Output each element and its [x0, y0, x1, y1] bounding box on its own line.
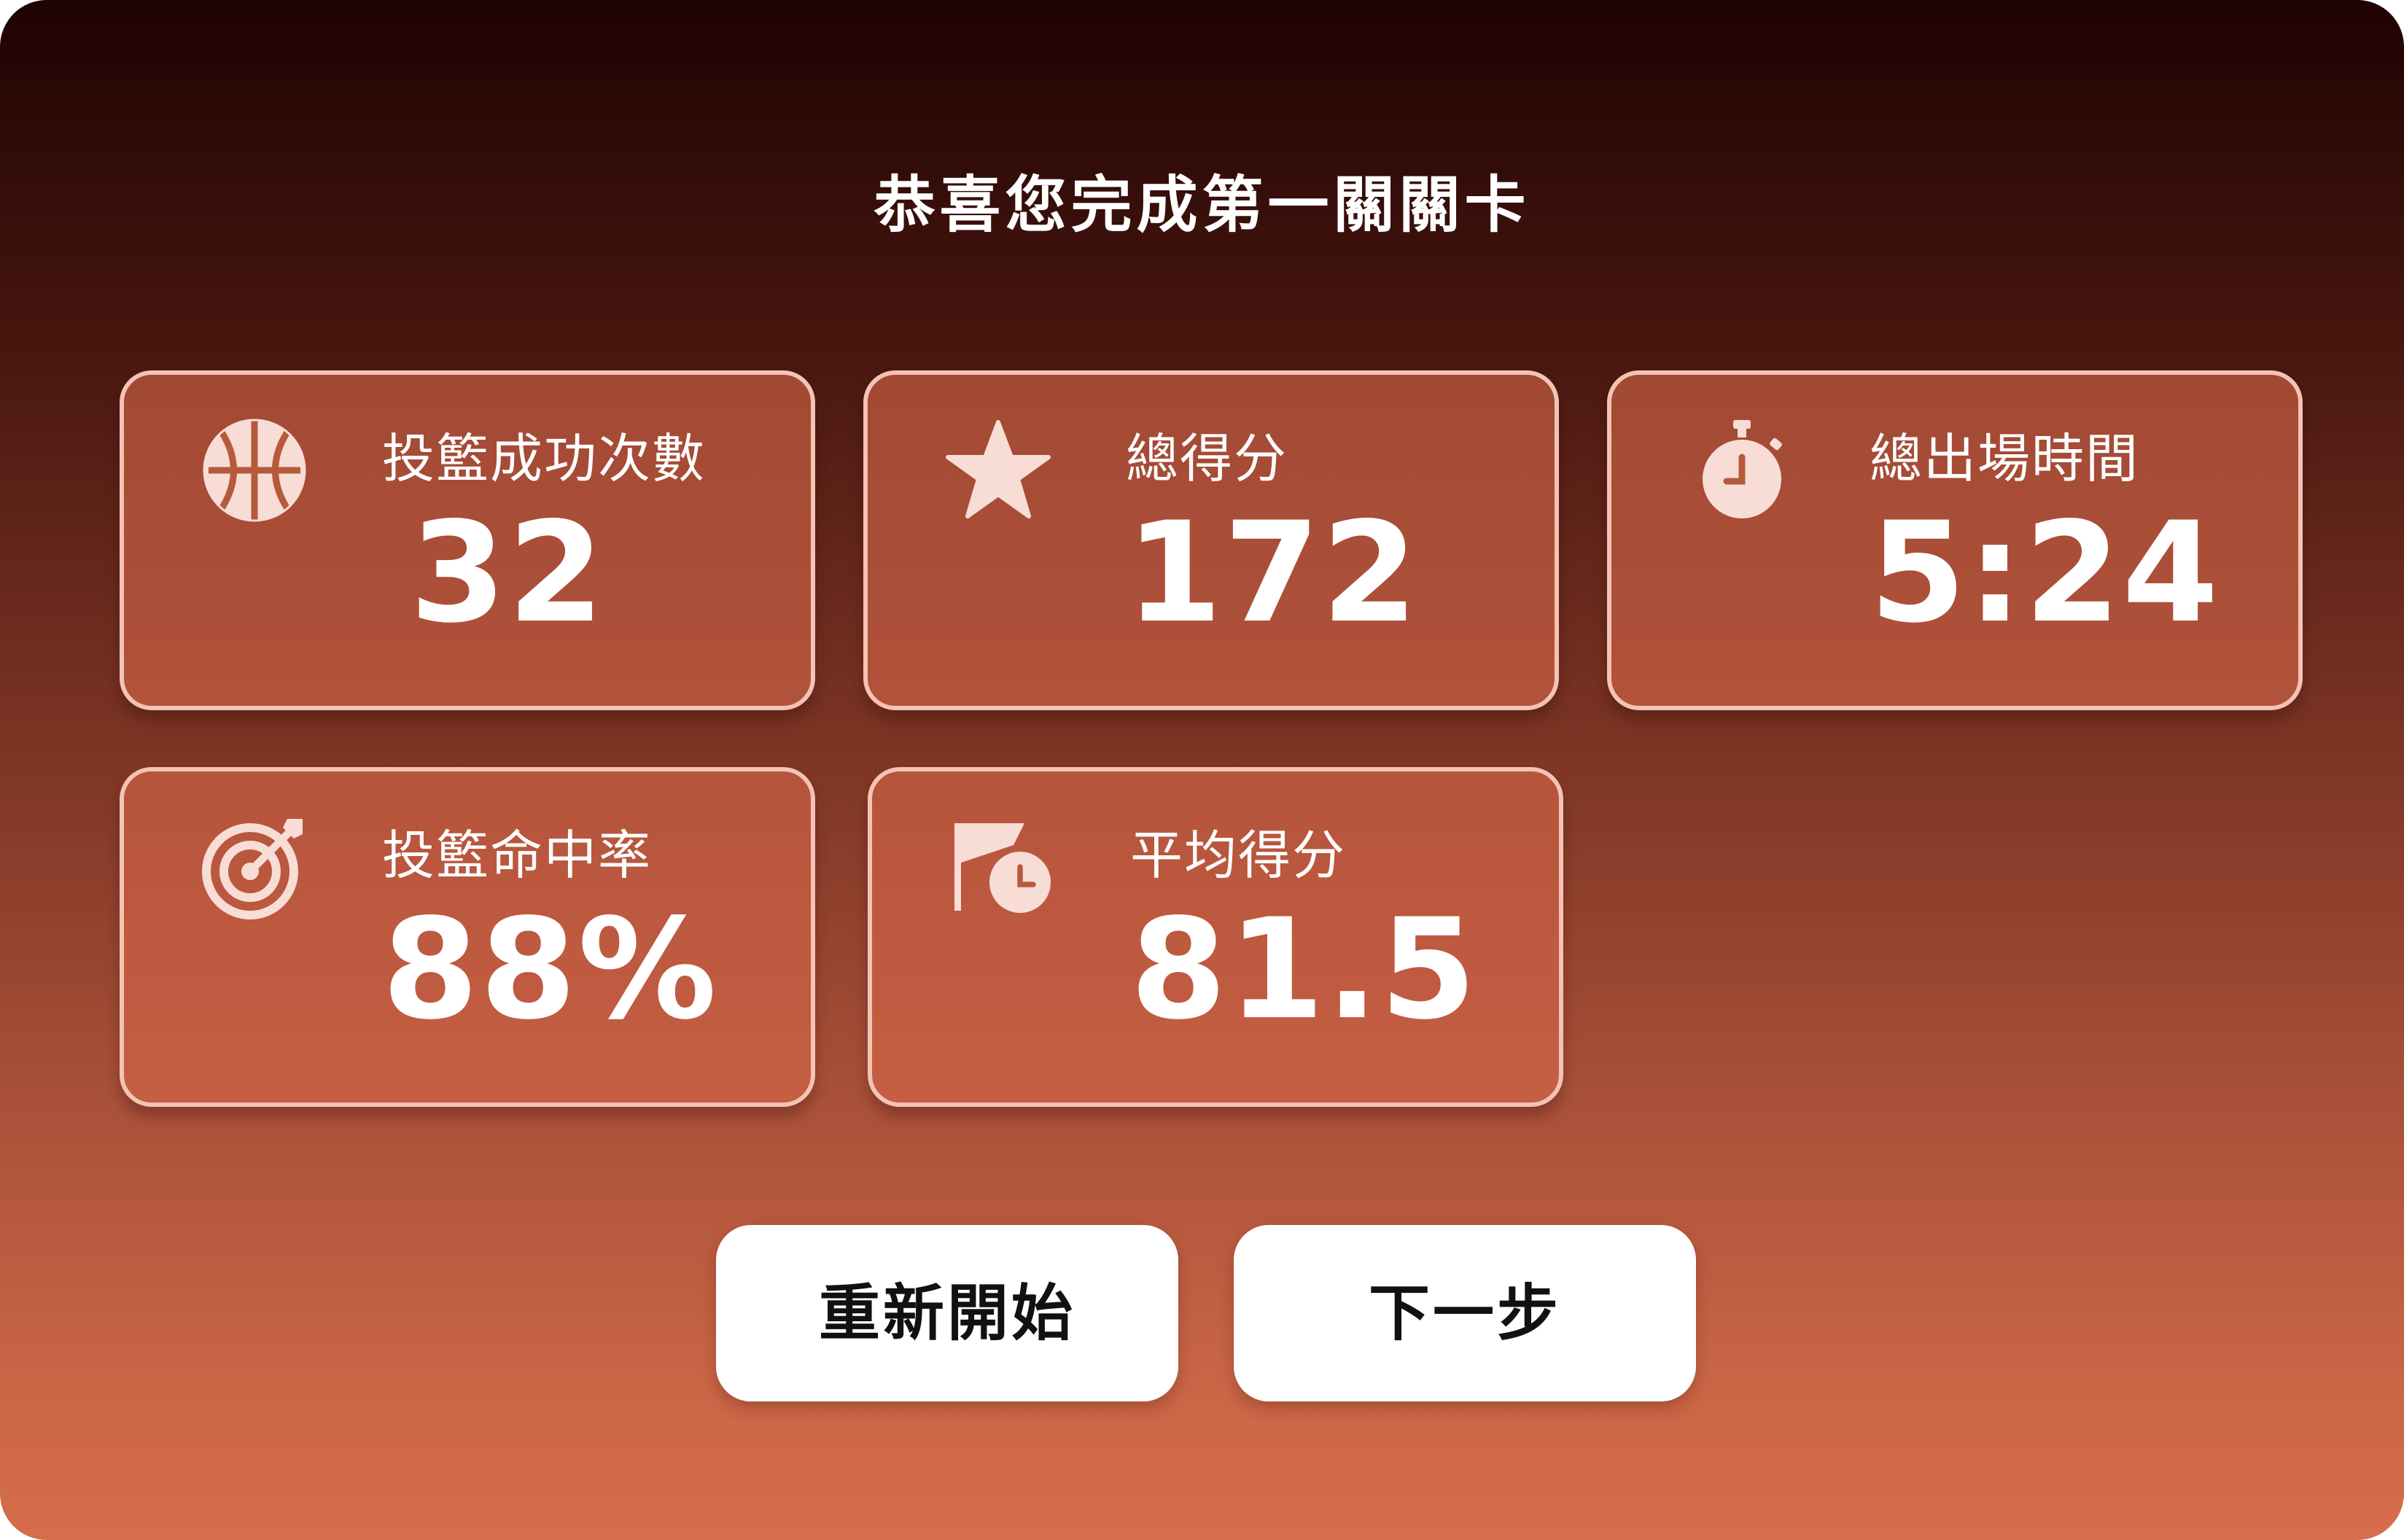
stat-card-total-time: 總出場時間 5:24: [1607, 370, 2303, 710]
stat-card-shots-made: 投籃成功次數 32: [120, 370, 815, 710]
stat-value: 32: [410, 492, 606, 653]
stat-card-total-score: 總得分 172: [863, 370, 1559, 710]
target-icon: [200, 812, 309, 922]
star-icon: [944, 416, 1053, 525]
stat-card-average-score: 平均得分 81.5: [868, 767, 1563, 1107]
stopwatch-icon: [1687, 416, 1797, 525]
stat-value: 88%: [382, 889, 718, 1050]
next-button[interactable]: 下一步: [1234, 1225, 1696, 1401]
stat-label: 總得分: [1126, 428, 1288, 489]
restart-button[interactable]: 重新開始: [716, 1225, 1178, 1401]
stat-value: 172: [1126, 492, 1420, 653]
flag-clock-icon: [948, 812, 1057, 922]
stat-label: 總出場時間: [1870, 428, 2140, 489]
stat-value: 5:24: [1870, 492, 2220, 653]
page-title: 恭喜您完成第一關關卡: [874, 169, 1530, 241]
basketball-icon: [200, 416, 309, 525]
stat-label: 投籃命中率: [382, 825, 653, 886]
stat-value: 81.5: [1130, 889, 1478, 1050]
stat-label: 投籃成功次數: [382, 428, 707, 489]
stat-card-accuracy: 投籃命中率 88%: [120, 767, 815, 1107]
stat-label: 平均得分: [1130, 825, 1347, 886]
